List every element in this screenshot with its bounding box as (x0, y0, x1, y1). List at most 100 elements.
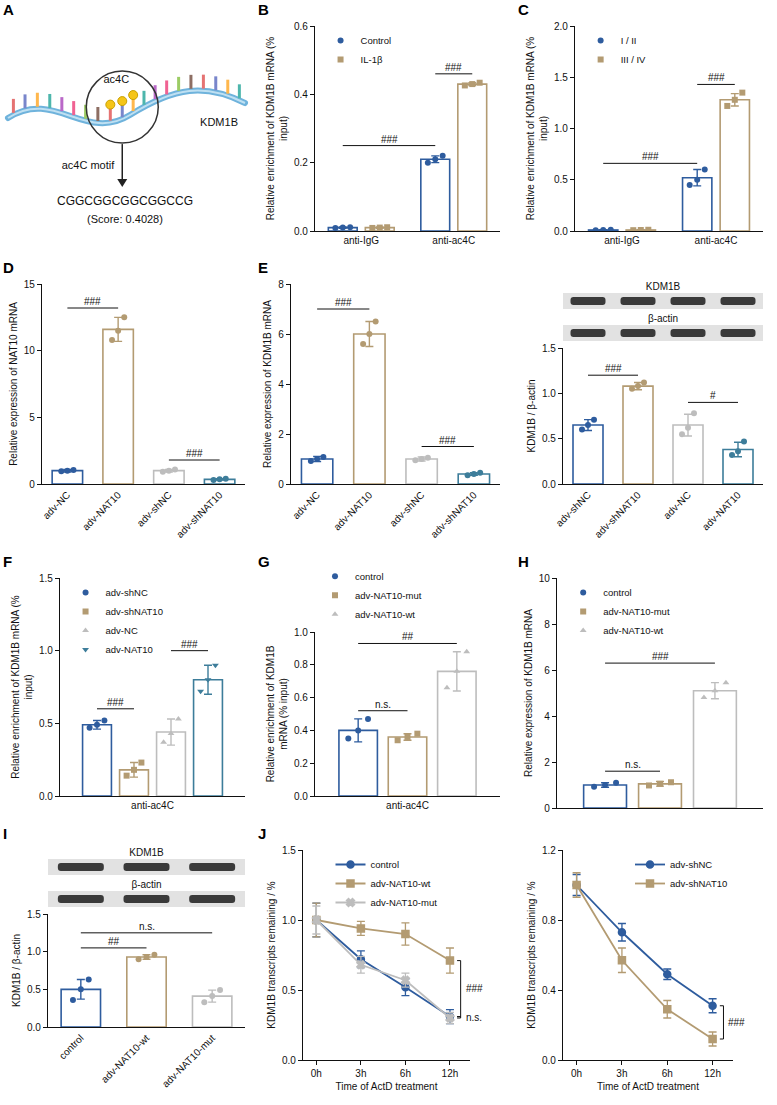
svg-text:0.5: 0.5 (39, 718, 53, 729)
svg-text:4: 4 (544, 711, 550, 722)
svg-text:anti-ac4C: anti-ac4C (131, 800, 174, 811)
svg-text:0.5: 0.5 (27, 984, 41, 995)
svg-text:adv-NAT10-wt: adv-NAT10-wt (99, 1032, 152, 1085)
svg-text:adv-NAT10: adv-NAT10 (331, 489, 374, 532)
svg-text:Relative enrichment of KDM1B m: Relative enrichment of KDM1B mRNA (%inpu… (265, 37, 289, 221)
svg-text:KDM1B: KDM1B (646, 281, 681, 292)
svg-text:1.5: 1.5 (39, 573, 53, 584)
svg-text:anti-ac4C: anti-ac4C (432, 235, 475, 246)
svg-text:n.s.: n.s. (625, 759, 641, 770)
svg-text:adv-shNC: adv-shNC (670, 859, 712, 870)
svg-text:CGGCGGCGGCGGCCG: CGGCGGCGGCGGCCG (57, 194, 193, 208)
svg-text:###: ### (181, 639, 198, 650)
svg-text:3h: 3h (616, 1068, 627, 1079)
svg-text:###: ### (186, 448, 203, 459)
svg-text:##: ## (402, 631, 414, 642)
svg-text:n.s.: n.s. (375, 699, 391, 710)
svg-text:n.s.: n.s. (466, 1012, 482, 1023)
svg-text:adv-shNC: adv-shNC (106, 587, 148, 598)
svg-text:0.0: 0.0 (294, 791, 308, 802)
svg-text:0.8: 0.8 (542, 915, 556, 926)
svg-text:β-actin: β-actin (131, 879, 161, 890)
svg-text:adv-NAT10-wt: adv-NAT10-wt (603, 625, 663, 636)
svg-text:2: 2 (278, 429, 284, 440)
svg-text:anti-IgG: anti-IgG (604, 235, 640, 246)
svg-text:1.5: 1.5 (542, 343, 556, 354)
svg-text:12h: 12h (704, 1068, 721, 1079)
svg-text:adv-NAT10-mut: adv-NAT10-mut (355, 590, 422, 601)
svg-text:control: control (355, 571, 384, 582)
svg-text:###: ### (107, 697, 124, 708)
svg-text:###: ### (445, 62, 462, 73)
svg-text:0.0: 0.0 (542, 1055, 556, 1066)
svg-text:0.4: 0.4 (294, 725, 308, 736)
svg-text:adv-NAT10-wt: adv-NAT10-wt (355, 609, 415, 620)
svg-text:adv-shNAT10: adv-shNAT10 (592, 489, 643, 540)
svg-text:2.0: 2.0 (554, 21, 568, 32)
svg-text:adv-shNAT10: adv-shNAT10 (174, 489, 225, 540)
svg-text:control: control (371, 859, 400, 870)
svg-text:###: ### (335, 297, 352, 308)
svg-text:1.0: 1.0 (554, 123, 568, 134)
svg-text:10: 10 (539, 573, 551, 584)
svg-text:1.5: 1.5 (282, 845, 296, 856)
svg-text:###: ### (728, 1017, 745, 1028)
svg-text:0.5: 0.5 (542, 433, 556, 444)
svg-text:adv-NAT10-mut: adv-NAT10-mut (160, 1032, 217, 1089)
svg-text:###: ### (84, 296, 101, 307)
svg-text:0.0: 0.0 (542, 479, 556, 490)
svg-text:8: 8 (278, 279, 284, 290)
svg-text:4: 4 (278, 379, 284, 390)
svg-text:1.0: 1.0 (542, 388, 556, 399)
svg-text:KDM1B: KDM1B (200, 116, 238, 128)
svg-text:adv-NAT10: adv-NAT10 (106, 644, 153, 655)
svg-text:anti-IgG: anti-IgG (343, 235, 379, 246)
svg-text:3h: 3h (355, 1068, 366, 1079)
svg-text:adv-shNAT10: adv-shNAT10 (670, 878, 727, 889)
svg-text:adv-shNAT10: adv-shNAT10 (428, 489, 479, 540)
svg-text:0.5: 0.5 (554, 174, 568, 185)
svg-text:control: control (603, 587, 632, 598)
svg-text:adv-shNC: adv-shNC (554, 489, 593, 528)
svg-text:adv-NC: adv-NC (290, 489, 322, 521)
svg-text:0.0: 0.0 (282, 1055, 296, 1066)
svg-text:adv-NAT10-mut: adv-NAT10-mut (371, 897, 438, 908)
svg-text:Relative enrichment of KDM1BmR: Relative enrichment of KDM1BmRNA (% inpu… (265, 645, 289, 782)
svg-text:###: ### (381, 134, 398, 145)
svg-text:adv-shNC: adv-shNC (135, 489, 174, 528)
svg-text:1.0: 1.0 (39, 645, 53, 656)
svg-text:anti-ac4C: anti-ac4C (386, 800, 429, 811)
svg-text:10: 10 (24, 345, 36, 356)
svg-text:1.5: 1.5 (554, 72, 568, 83)
svg-text:0h: 0h (571, 1068, 582, 1079)
svg-text:##: ## (108, 936, 120, 947)
svg-text:12h: 12h (442, 1068, 459, 1079)
svg-text:6h: 6h (662, 1068, 673, 1079)
svg-text:adv-NC: adv-NC (106, 625, 138, 636)
svg-text:Relative expression of KDM1B m: Relative expression of KDM1B mRNA (523, 609, 534, 777)
svg-text:Time of ActD treatment: Time of ActD treatment (336, 1081, 438, 1092)
svg-text:adv-shNC: adv-shNC (387, 489, 426, 528)
svg-text:6: 6 (278, 329, 284, 340)
svg-text:adv-NAT10: adv-NAT10 (80, 489, 123, 532)
svg-text:1.0: 1.0 (27, 946, 41, 957)
svg-text:###: ### (652, 651, 669, 662)
svg-text:6: 6 (544, 665, 550, 676)
svg-text:###: ### (605, 363, 622, 374)
svg-text:control: control (57, 1032, 86, 1061)
svg-text:Relative expression of KDM1B m: Relative expression of KDM1B mRNA (262, 300, 273, 468)
svg-text:0.6: 0.6 (294, 21, 308, 32)
svg-text:β-actin: β-actin (648, 313, 678, 324)
svg-text:KDM1B: KDM1B (129, 847, 164, 858)
svg-text:0.0: 0.0 (554, 226, 568, 237)
svg-text:adv-NAT10-mut: adv-NAT10-mut (603, 606, 670, 617)
svg-text:0: 0 (544, 803, 550, 814)
svg-text:2: 2 (544, 757, 550, 768)
svg-text:Relative expression of NAT10 m: Relative expression of NAT10 mRNA (8, 302, 19, 466)
svg-text:adv-shNAT10: adv-shNAT10 (106, 606, 163, 617)
svg-text:0.8: 0.8 (294, 659, 308, 670)
svg-text:###: ### (466, 983, 483, 994)
svg-text:n.s.: n.s. (139, 921, 155, 932)
svg-text:Time of ActD treatment: Time of ActD treatment (597, 1081, 699, 1092)
svg-text:adv-NC: adv-NC (661, 489, 693, 521)
